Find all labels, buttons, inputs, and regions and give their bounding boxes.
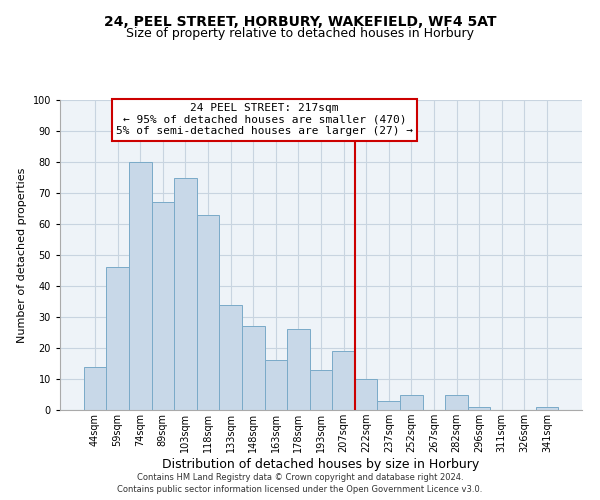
Bar: [468, 407, 490, 410]
Bar: [332, 351, 355, 410]
Bar: [536, 407, 558, 410]
Text: Contains public sector information licensed under the Open Government Licence v3: Contains public sector information licen…: [118, 485, 482, 494]
Text: 24 PEEL STREET: 217sqm
← 95% of detached houses are smaller (470)
5% of semi-det: 24 PEEL STREET: 217sqm ← 95% of detached…: [116, 103, 413, 136]
Bar: [106, 268, 129, 410]
Text: Contains HM Land Registry data © Crown copyright and database right 2024.: Contains HM Land Registry data © Crown c…: [137, 472, 463, 482]
Text: Size of property relative to detached houses in Horbury: Size of property relative to detached ho…: [126, 28, 474, 40]
Text: 24, PEEL STREET, HORBURY, WAKEFIELD, WF4 5AT: 24, PEEL STREET, HORBURY, WAKEFIELD, WF4…: [104, 15, 496, 29]
Bar: [174, 178, 197, 410]
Bar: [152, 202, 174, 410]
Bar: [129, 162, 152, 410]
X-axis label: Distribution of detached houses by size in Horbury: Distribution of detached houses by size …: [163, 458, 479, 471]
Bar: [287, 330, 310, 410]
Y-axis label: Number of detached properties: Number of detached properties: [17, 168, 27, 342]
Bar: [265, 360, 287, 410]
Bar: [445, 394, 468, 410]
Bar: [400, 394, 422, 410]
Bar: [355, 379, 377, 410]
Bar: [310, 370, 332, 410]
Bar: [197, 214, 220, 410]
Bar: [242, 326, 265, 410]
Bar: [84, 366, 106, 410]
Bar: [377, 400, 400, 410]
Bar: [220, 304, 242, 410]
